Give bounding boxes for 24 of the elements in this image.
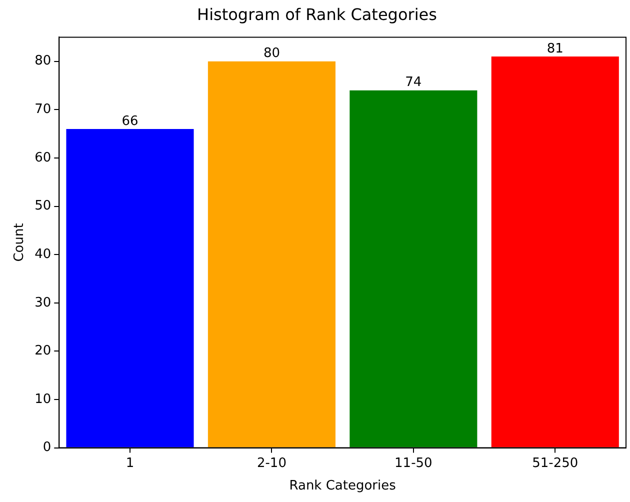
bar <box>350 90 478 448</box>
x-tick-label: 2-10 <box>256 456 286 471</box>
chart-title: Histogram of Rank Categories <box>197 4 437 24</box>
bar <box>208 61 336 448</box>
data-label: 74 <box>405 75 422 90</box>
x-tick-label: 1 <box>126 456 134 471</box>
y-axis-title: Count <box>12 223 28 262</box>
x-axis-title: Rank Categories <box>289 478 396 494</box>
x-tick-label: 11-50 <box>394 456 432 471</box>
y-tick-label: 30 <box>34 295 52 310</box>
data-label: 80 <box>263 46 280 62</box>
data-label: 66 <box>122 114 138 129</box>
y-tick-label: 60 <box>34 150 52 166</box>
y-tick-label: 70 <box>34 102 52 118</box>
y-tick-label: 10 <box>34 392 52 407</box>
y-tick-label: 80 <box>34 54 52 69</box>
x-tick-label: 51-250 <box>532 456 578 471</box>
bar <box>491 56 619 448</box>
data-label: 81 <box>546 41 564 56</box>
y-tick-label: 50 <box>34 198 52 214</box>
y-tick-label: 40 <box>34 246 52 262</box>
y-tick-label: 20 <box>34 344 52 359</box>
y-tick-label: 0 <box>42 440 52 456</box>
bar <box>66 128 194 448</box>
